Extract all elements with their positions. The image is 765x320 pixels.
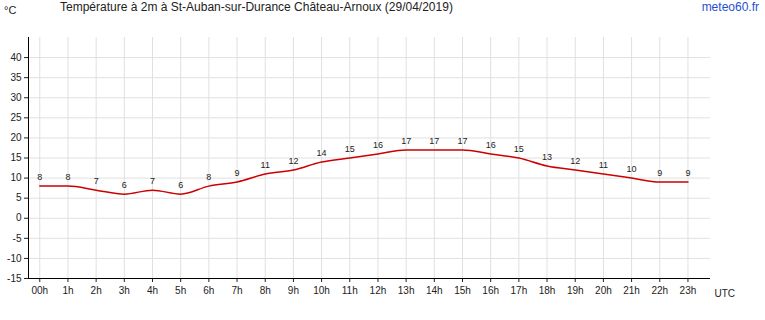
svg-text:4h: 4h	[147, 285, 158, 296]
svg-text:7h: 7h	[231, 285, 242, 296]
svg-text:16h: 16h	[482, 285, 499, 296]
svg-text:2h: 2h	[91, 285, 102, 296]
html-text:Température à 2m à St-Auban-su: Température à 2m à St-Auban-sur-Durance …	[60, 0, 453, 14]
svg-text:5h: 5h	[175, 285, 186, 296]
svg-text:12h: 12h	[370, 285, 387, 296]
svg-text:11: 11	[261, 160, 270, 170]
svg-text:10h: 10h	[313, 285, 330, 296]
svg-text:UTC: UTC	[715, 288, 736, 299]
svg-text:6: 6	[122, 180, 127, 190]
svg-text:-15: -15	[7, 273, 22, 284]
svg-text:-5: -5	[13, 233, 22, 244]
svg-text:6h: 6h	[203, 285, 214, 296]
svg-text:17: 17	[429, 136, 439, 146]
svg-text:8: 8	[37, 172, 42, 182]
svg-text:6: 6	[178, 180, 183, 190]
svg-text:12: 12	[288, 156, 298, 166]
svg-text:15: 15	[514, 144, 524, 154]
svg-text:19h: 19h	[567, 285, 584, 296]
svg-text:7: 7	[94, 176, 99, 186]
svg-text:21h: 21h	[623, 285, 640, 296]
svg-text:16: 16	[486, 140, 496, 150]
svg-text:17h: 17h	[511, 285, 528, 296]
svg-text:00h: 00h	[31, 285, 48, 296]
svg-text:13: 13	[542, 152, 552, 162]
svg-text:40: 40	[10, 52, 22, 63]
svg-text:5: 5	[16, 192, 22, 203]
svg-text:20h: 20h	[595, 285, 612, 296]
svg-text:15h: 15h	[454, 285, 471, 296]
svg-text:11: 11	[599, 160, 608, 170]
svg-text:8: 8	[206, 172, 211, 182]
svg-text:8h: 8h	[260, 285, 271, 296]
svg-text:1h: 1h	[62, 285, 73, 296]
svg-text:7: 7	[150, 176, 155, 186]
svg-text:10: 10	[10, 172, 22, 183]
svg-text:20: 20	[10, 132, 22, 143]
svg-text:11h: 11h	[342, 285, 358, 296]
svg-text:25: 25	[10, 112, 22, 123]
svg-text:35: 35	[10, 72, 22, 83]
svg-text:16: 16	[373, 140, 383, 150]
svg-text:8: 8	[65, 172, 70, 182]
svg-text:12: 12	[570, 156, 580, 166]
svg-text:9: 9	[235, 168, 240, 178]
svg-text:9h: 9h	[288, 285, 299, 296]
svg-text:9: 9	[685, 168, 690, 178]
svg-text:13h: 13h	[398, 285, 415, 296]
html-text:meteo60.fr: meteo60.fr	[701, 0, 759, 14]
svg-text:18h: 18h	[539, 285, 556, 296]
svg-text:17: 17	[401, 136, 411, 146]
svg-text:15: 15	[345, 144, 355, 154]
svg-text:30: 30	[10, 92, 22, 103]
svg-text:14h: 14h	[426, 285, 443, 296]
svg-text:23h: 23h	[680, 285, 697, 296]
svg-text:9: 9	[657, 168, 662, 178]
svg-text:0: 0	[16, 212, 22, 223]
svg-text:15: 15	[10, 152, 22, 163]
svg-text:10: 10	[627, 164, 637, 174]
html-text:°C: °C	[4, 4, 17, 16]
svg-text:17: 17	[457, 136, 467, 146]
svg-text:-10: -10	[7, 253, 22, 264]
svg-text:3h: 3h	[119, 285, 130, 296]
svg-text:14: 14	[317, 148, 327, 158]
svg-text:22h: 22h	[651, 285, 668, 296]
